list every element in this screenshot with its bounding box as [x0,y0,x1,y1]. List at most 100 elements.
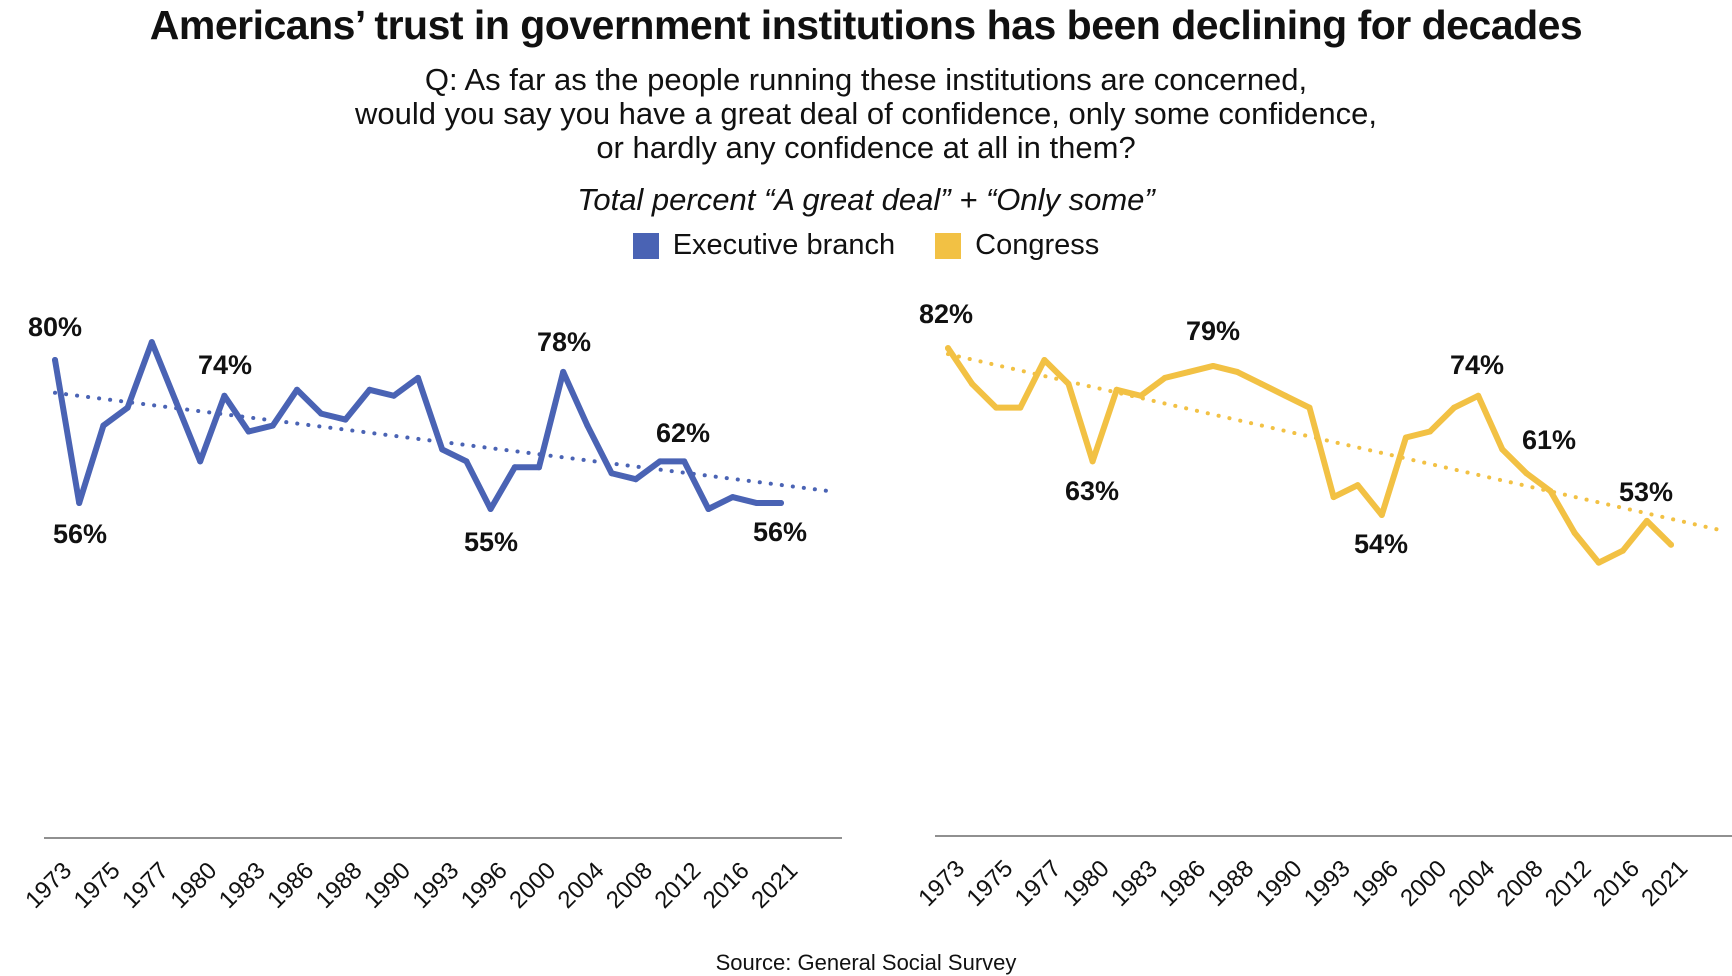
data-point-executive-1994 [463,458,470,465]
x-tick-label-executive: 2021 [746,857,803,914]
data-point-congress-1994 [1354,482,1361,489]
data-point-congress-1989 [1258,380,1265,387]
data-point-executive-2014 [705,506,712,512]
data-point-executive-1990 [390,392,397,399]
data-point-congress-1998 [1402,434,1409,441]
data-point-congress-1986 [1186,368,1192,375]
data-point-executive-1974 [76,500,83,507]
x-tick-label-executive: 2012 [649,857,706,914]
legend-item-executive: Executive branch [632,229,896,262]
data-point-congress-1993 [1330,494,1337,501]
legend-label-congress: Congress [975,229,1100,261]
data-label-congress: 53% [1619,477,1673,507]
x-tick-label-congress: 2012 [1540,855,1597,912]
x-tick-label-congress: 1980 [1058,855,1115,912]
data-point-executive-2016 [729,494,736,501]
data-point-congress-2021 [1668,541,1674,548]
data-point-congress-1991 [1306,404,1313,411]
x-tick-label-executive: 2000 [504,857,561,914]
x-tick-label-congress: 1977 [1010,855,1067,912]
x-tick-label-congress: 1996 [1347,855,1404,912]
data-label-congress: 63% [1065,476,1119,506]
data-label-congress: 79% [1186,316,1240,346]
x-tick-label-executive: 1990 [359,857,416,914]
x-tick-label-congress: 2000 [1395,855,1452,912]
data-point-congress-1984 [1161,374,1168,381]
data-point-executive-1989 [366,386,373,393]
data-point-executive-1987 [318,410,325,417]
x-tick-label-executive: 1986 [262,857,319,914]
data-label-executive: 55% [464,527,518,557]
question-line-1: Q: As far as the people running these in… [424,62,1308,97]
data-point-executive-1998 [511,464,518,471]
data-point-executive-2010 [657,458,663,465]
data-point-executive-1993 [439,446,446,453]
x-tick-label-executive: 1973 [20,857,77,914]
x-tick-label-executive: 2008 [601,857,658,914]
data-point-executive-1988 [342,416,349,423]
x-tick-label-congress: 1975 [961,855,1018,912]
x-tick-label-congress: 1986 [1154,855,1211,912]
data-point-executive-1996 [487,506,494,512]
data-point-executive-2012 [681,458,688,465]
x-tick-label-executive: 2004 [553,857,610,914]
x-tick-label-executive: 1988 [311,857,368,914]
legend: Executive branch Congress [0,229,1732,262]
data-point-executive-1978 [173,398,179,405]
data-label-executive: 62% [656,418,710,448]
data-point-congress-1990 [1282,392,1289,399]
legend-label-executive: Executive branch [672,229,896,261]
source-note: Source: General Social Survey [715,950,1017,975]
data-point-executive-1991 [415,374,421,381]
data-point-executive-2018 [753,500,760,507]
data-label-congress: 74% [1450,350,1504,380]
chart-subtitle: Total percent “A great deal” + “Only som… [577,182,1155,217]
x-tick-label-congress: 1990 [1251,855,1308,912]
data-label-executive: 74% [198,350,252,380]
data-point-executive-2006 [608,470,615,477]
x-tick-label-executive: 1975 [69,857,126,914]
data-point-executive-1983 [245,428,252,435]
data-point-congress-2014 [1595,559,1602,566]
data-point-executive-2000 [536,464,542,471]
question-line-3: or hardly any confidence at all in them? [596,130,1136,165]
x-tick-label-executive: 2016 [698,857,755,914]
data-point-executive-1980 [197,458,204,465]
data-point-congress-2004 [1475,392,1482,399]
data-label-executive: 80% [28,312,82,342]
x-tick-label-executive: 1996 [456,857,513,914]
data-point-congress-1973 [945,345,951,352]
trendline-congress [946,352,1722,532]
x-tick-label-congress: 1993 [1299,855,1356,912]
data-point-executive-1976 [124,404,131,411]
data-point-congress-2002 [1451,404,1458,411]
data-point-congress-1980 [1089,458,1096,465]
x-tick-label-executive: 1993 [407,857,464,914]
x-tick-label-congress: 1973 [913,855,970,912]
data-label-executive: 78% [537,327,591,357]
data-point-congress-1987 [1210,362,1217,369]
data-label-executive: 56% [753,517,807,547]
data-point-congress-1976 [1017,404,1024,411]
legend-item-congress: Congress [935,229,1099,262]
data-point-congress-1983 [1137,392,1144,399]
data-point-executive-2004 [584,422,591,429]
chart-title: Americans’ trust in government instituti… [149,2,1583,48]
data-point-congress-1975 [993,404,1000,411]
data-label-congress: 82% [919,299,973,329]
data-point-congress-2008 [1523,470,1530,477]
x-tick-label-congress: 1983 [1106,855,1163,912]
x-tick-label-congress: 2004 [1443,855,1500,912]
data-point-executive-2002 [560,368,567,375]
data-label-congress: 61% [1522,425,1576,455]
data-point-congress-2010 [1547,488,1554,495]
data-point-congress-2000 [1427,428,1433,435]
data-point-executive-1973 [52,357,58,363]
data-point-executive-1986 [294,386,300,393]
data-point-congress-2016 [1619,547,1626,554]
legend-swatch-congress [935,232,962,259]
data-point-executive-1982 [221,392,228,399]
x-tick-label-congress: 2016 [1588,855,1645,912]
data-point-congress-1996 [1378,511,1385,518]
legend-swatch-executive [632,232,659,259]
